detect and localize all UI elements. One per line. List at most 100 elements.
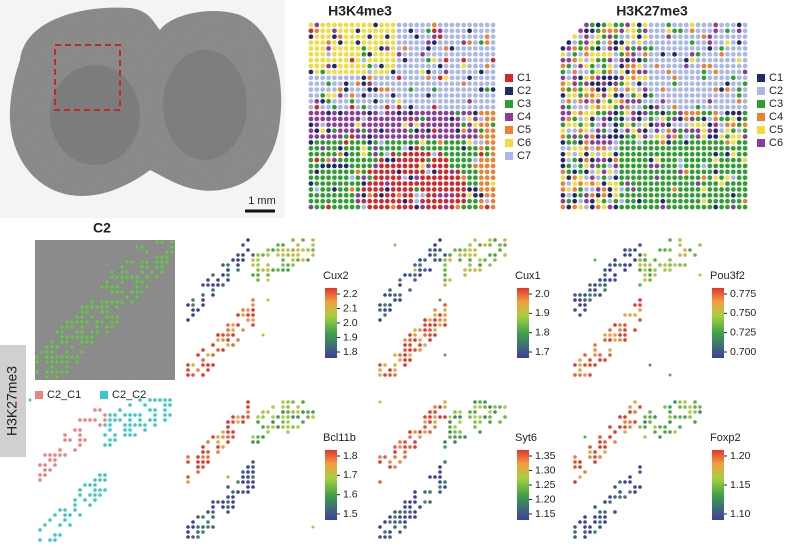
map-spot (408, 40, 414, 45)
spot (503, 243, 507, 247)
map-spot (431, 93, 437, 98)
map-spot (343, 75, 349, 81)
map-spot (589, 46, 595, 51)
map-spot (379, 181, 384, 186)
map-spot (736, 57, 742, 63)
map-spot (689, 51, 695, 57)
map-spot (484, 192, 490, 198)
map-spot (725, 69, 730, 75)
map-spot (490, 204, 496, 210)
spot (398, 293, 402, 297)
map-spot (473, 22, 478, 28)
map-spot (683, 145, 689, 151)
spot (301, 248, 305, 252)
map-spot (367, 28, 373, 34)
colorbar-tick-label: 1.15 (730, 479, 751, 491)
map-title: H3K4me3 (328, 3, 392, 19)
map-spot (396, 28, 402, 34)
map-spot (625, 75, 630, 81)
map-spot (607, 175, 613, 181)
map-spot (566, 187, 572, 192)
spot (573, 525, 577, 529)
map-spot (578, 157, 583, 163)
map-spot (426, 204, 431, 210)
spot (618, 328, 622, 332)
map-spot (736, 104, 742, 110)
map-spot (648, 81, 654, 87)
map-spot (578, 134, 583, 139)
map-spot (355, 110, 361, 116)
spot (103, 488, 107, 492)
map-spot (373, 163, 378, 169)
map-spot (589, 204, 595, 210)
map-spot (461, 46, 467, 51)
c2-spot (140, 265, 144, 269)
spot (443, 268, 447, 272)
c2-spot (40, 350, 44, 354)
map-spot (666, 198, 672, 204)
map-spot (683, 75, 689, 81)
spot (393, 520, 397, 524)
map-spot (713, 145, 719, 151)
map-spot (420, 181, 425, 186)
map-spot (361, 181, 367, 186)
legend-swatch (505, 74, 513, 82)
map-spot (396, 192, 402, 198)
map-spot (408, 198, 414, 204)
map-spot (473, 57, 478, 63)
spot (503, 415, 507, 419)
colorbar-title: Foxp2 (710, 432, 741, 444)
map-spot (613, 204, 619, 210)
map-spot (619, 40, 625, 45)
map-spot (443, 181, 449, 186)
map-spot (431, 122, 437, 128)
map-spot (308, 151, 314, 157)
map-spot (631, 198, 636, 204)
map-spot (349, 104, 355, 110)
map-spot (695, 122, 701, 128)
map-spot (361, 75, 367, 81)
map-spot (631, 75, 636, 81)
map-spot (719, 187, 724, 192)
map-spot (408, 87, 414, 92)
map-spot (631, 87, 636, 92)
spot (428, 415, 432, 419)
map-spot (332, 181, 337, 186)
spot (643, 435, 647, 439)
map-spot (437, 34, 443, 40)
map-spot (320, 87, 326, 92)
map-spot (420, 93, 425, 98)
spot (201, 460, 205, 464)
spot (123, 428, 127, 432)
spot (388, 515, 392, 519)
map-spot (648, 34, 654, 40)
map-spot (560, 63, 566, 69)
spot (403, 500, 407, 504)
map-spot (589, 187, 595, 192)
map-spot (414, 98, 420, 104)
map-spot (636, 116, 642, 122)
map-spot (713, 204, 719, 210)
legend-swatch (757, 113, 765, 121)
scale-label: 1 mm (248, 195, 276, 207)
map-spot (695, 75, 701, 81)
map-spot (742, 140, 748, 145)
colorbar-tick-label: 1.8 (343, 450, 358, 462)
spot (603, 268, 607, 272)
spot (133, 413, 137, 417)
map-spot (625, 175, 630, 181)
map-spot (689, 110, 695, 116)
map-spot (654, 151, 660, 157)
spot (588, 373, 592, 377)
map-spot (560, 157, 566, 163)
map-spot (361, 34, 367, 40)
spot (211, 353, 215, 357)
map-spot (461, 157, 467, 163)
map-spot (713, 151, 719, 157)
map-spot (473, 81, 478, 87)
map-spot (373, 93, 378, 98)
spot (593, 515, 597, 519)
map-spot (636, 28, 642, 34)
map-spot (408, 110, 414, 116)
map-spot (713, 46, 719, 51)
